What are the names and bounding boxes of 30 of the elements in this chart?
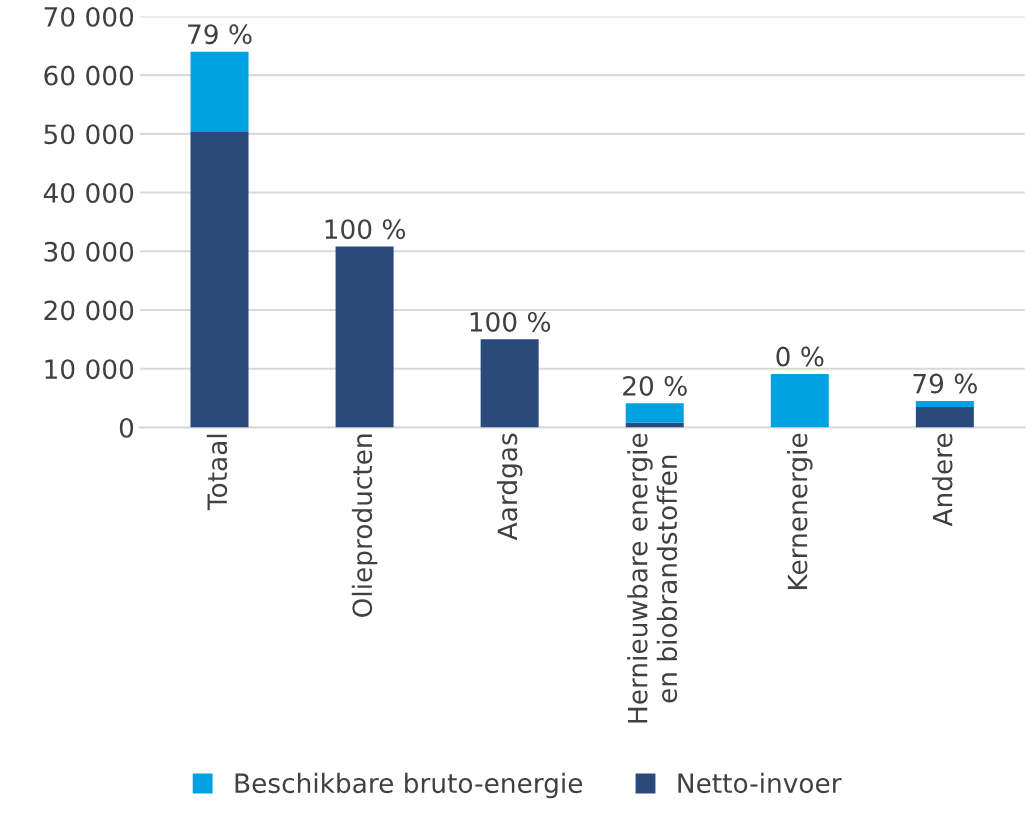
y-tick-label: 70 000 (44, 6, 134, 27)
annotation: 100 % (470, 311, 551, 332)
bar (335, 246, 394, 428)
y-tick-label: 60 000 (44, 65, 134, 86)
y-tick-label: 30 000 (44, 241, 134, 262)
x-tick-label: Kernenergie (787, 433, 813, 589)
annotation: 20 % (623, 375, 687, 396)
bar (190, 132, 249, 428)
annotation: 79 % (188, 24, 252, 45)
x-tick-label: Hernieuwbare energie en biobrandstoffen (627, 433, 678, 723)
x-tick-label: Totaal (206, 434, 228, 511)
bar (625, 403, 684, 423)
y-tick-label: 10 000 (45, 359, 134, 380)
y-tick-label: 0 (119, 417, 134, 438)
annotation: 79 % (913, 373, 977, 394)
x-tick-label: Olieproducten (351, 434, 378, 617)
y-tick-label: 50 000 (44, 124, 134, 145)
y-tick-label: 40 000 (43, 183, 134, 203)
bar (915, 401, 974, 407)
annotation: 100 % (325, 219, 406, 240)
x-tick-label: Aardgas (496, 433, 523, 541)
bar (480, 339, 539, 428)
legend-label: Netto-invoer (678, 772, 842, 794)
y-tick-label: 20 000 (44, 300, 134, 321)
bar (770, 374, 829, 428)
bar (190, 51, 249, 133)
legend-label: Beschikbare bruto-energie (235, 772, 583, 799)
bar (915, 406, 974, 428)
x-tick-label: Andere (932, 433, 953, 527)
annotation: 0 % (776, 346, 824, 367)
